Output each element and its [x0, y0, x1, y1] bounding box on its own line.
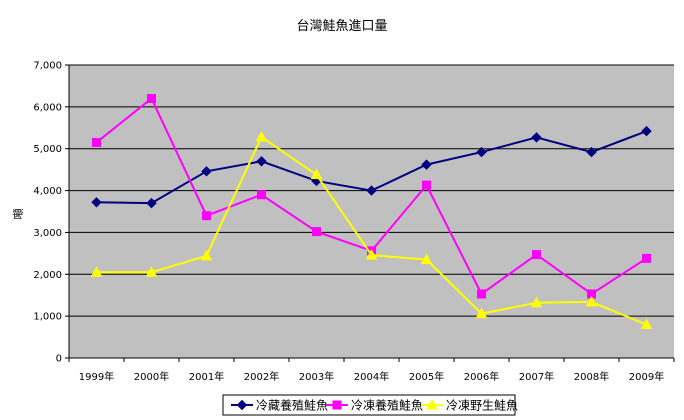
- legend: 冷藏養殖鮭魚 冷凍養殖鮭魚 冷凍野生鮭魚: [222, 394, 518, 416]
- y-tick-label: 4,000: [33, 186, 62, 197]
- axes: [68, 65, 674, 359]
- legend-box: [222, 394, 516, 416]
- x-tick-label: 2007年: [519, 370, 554, 383]
- series-1: [91, 125, 652, 209]
- data-point: [585, 295, 598, 307]
- legend-label: 冷藏養殖鮭魚: [256, 398, 328, 413]
- data-point: [201, 166, 212, 177]
- y-tick-label: 2,000: [33, 270, 62, 281]
- data-point: [92, 137, 101, 147]
- data-point: [91, 197, 102, 208]
- data-point: [256, 156, 267, 167]
- data-point: [200, 249, 213, 261]
- legend-marker: [332, 400, 342, 410]
- series-layer: [90, 93, 653, 330]
- data-point: [365, 249, 378, 260]
- x-tick-label: 2001年: [189, 370, 224, 383]
- y-tick-label: 5,000: [33, 144, 62, 155]
- data-point: [586, 146, 597, 158]
- data-point: [421, 159, 432, 170]
- data-point: [366, 185, 377, 196]
- data-point: [90, 266, 103, 277]
- legend-item: 冷凍養殖鮭魚: [326, 398, 423, 413]
- legend-marker: [426, 398, 438, 410]
- x-tick-label: 2006年: [464, 370, 499, 383]
- data-point: [257, 190, 266, 200]
- data-point: [530, 296, 543, 308]
- legend-item: 冷藏養殖鮭魚: [231, 398, 328, 413]
- y-axis-label: 噸: [11, 209, 25, 220]
- plot-area: [69, 65, 674, 358]
- x-tick-label: 2009年: [629, 370, 664, 383]
- legend-label: 冷凍養殖鮭魚: [351, 398, 423, 413]
- data-point: [312, 227, 321, 237]
- data-point: [255, 130, 268, 142]
- x-tick-label: 2003年: [299, 370, 334, 383]
- y-tick-labels: 0 1,000 2,000 3,000 4,000 5,000 6,000 7,000: [33, 61, 69, 365]
- y-tick-label: 3,000: [33, 228, 62, 239]
- x-tick-label: 1999年: [79, 370, 114, 383]
- data-point: [310, 168, 323, 180]
- x-tick-label: 2000年: [134, 370, 169, 383]
- y-tick-label: 7,000: [33, 61, 62, 72]
- legend-item: 冷凍野生鮭魚: [421, 398, 518, 413]
- y-tick-label: 0: [56, 354, 62, 365]
- x-tick-label: 2005年: [409, 370, 444, 383]
- data-point: [531, 132, 542, 143]
- data-point: [642, 253, 651, 263]
- y-tick-label: 6,000: [33, 102, 62, 113]
- data-point: [146, 197, 157, 209]
- data-point: [145, 266, 158, 277]
- legend-label: 冷凍野生鮭魚: [446, 398, 518, 413]
- data-point: [476, 146, 487, 158]
- x-tick-label: 2004年: [354, 370, 389, 383]
- gridlines: [69, 64, 674, 317]
- data-point: [532, 250, 541, 260]
- data-point: [147, 93, 156, 103]
- y-tick-label: 1,000: [33, 312, 62, 323]
- data-point: [641, 125, 652, 137]
- x-tick-label: 2002年: [244, 370, 279, 383]
- data-point: [422, 180, 431, 190]
- data-point: [475, 307, 488, 319]
- chart-title: 台灣鮭魚進口量: [296, 19, 387, 34]
- data-point: [640, 318, 653, 330]
- data-point: [477, 289, 486, 299]
- legend-marker: [236, 399, 248, 411]
- series-3: [90, 130, 653, 330]
- x-tick-labels: 1999年 2000年 2001年 2002年 2003年 2004年 2005年 2006年…: [68, 358, 675, 383]
- x-tick-label: 2008年: [574, 370, 609, 383]
- data-point: [202, 211, 211, 221]
- data-point: [420, 253, 433, 265]
